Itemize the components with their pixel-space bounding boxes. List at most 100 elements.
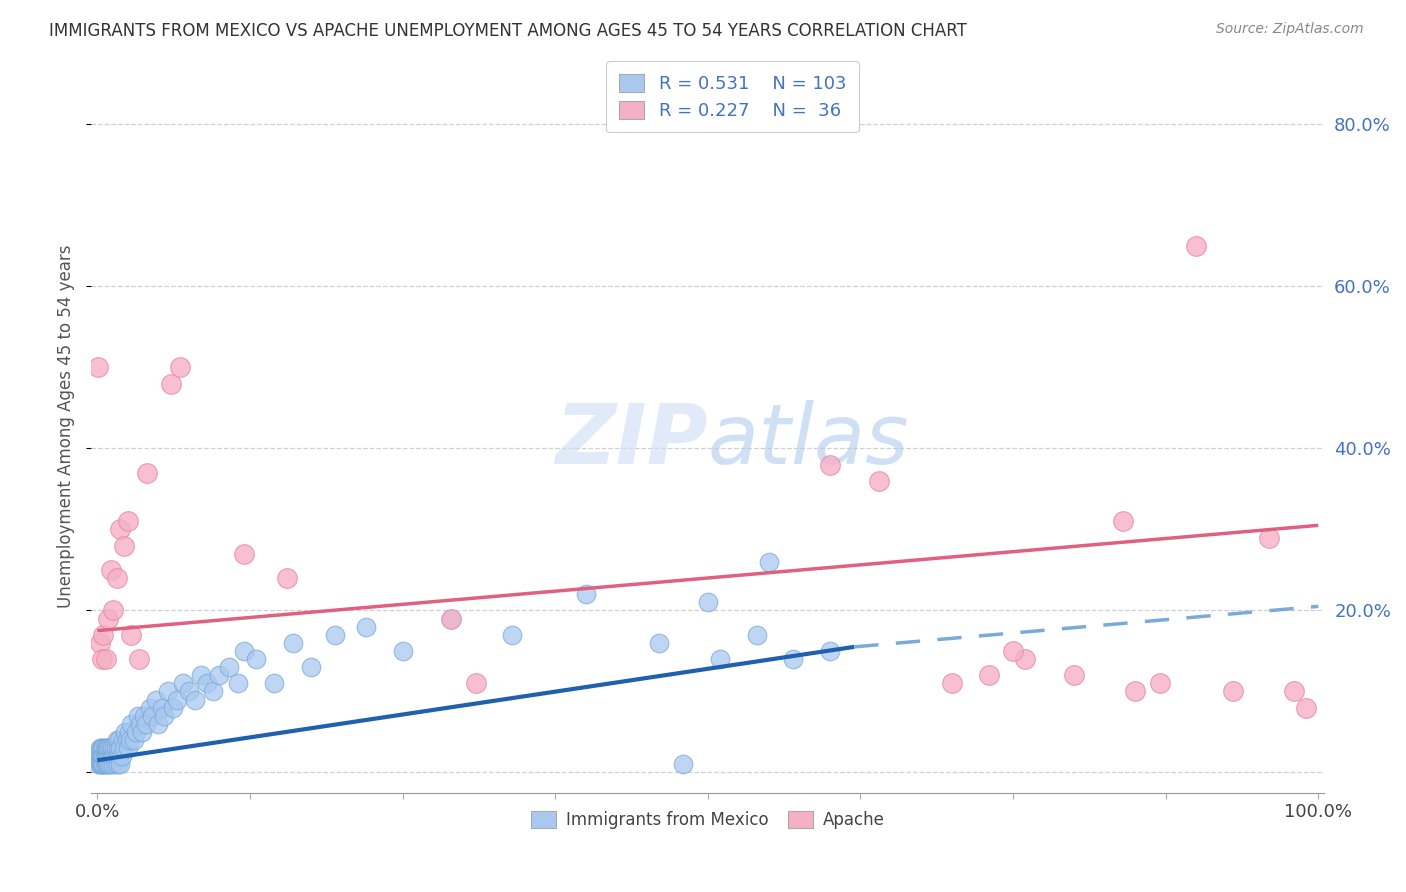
Point (118, 725, 141, 739)
Point (94, 749, 117, 764)
Point (90, 757, 112, 772)
Point (139, 700, 162, 714)
Point (110, 523, 132, 537)
Point (100, 563, 122, 577)
Point (1185, 239, 1208, 253)
Point (89, 741, 111, 756)
Point (112, 539, 135, 553)
Point (110, 741, 132, 756)
Point (103, 749, 125, 764)
Point (97, 749, 120, 764)
Point (208, 668, 231, 682)
Text: ZIP: ZIP (555, 401, 707, 482)
Point (148, 716, 170, 731)
Point (91, 741, 114, 756)
Point (120, 716, 142, 731)
Point (782, 652, 804, 666)
Point (745, 628, 768, 642)
Point (125, 725, 148, 739)
Point (145, 692, 167, 706)
Point (150, 700, 173, 714)
Point (115, 733, 138, 747)
Point (440, 611, 463, 625)
Point (758, 555, 780, 569)
Point (93, 628, 115, 642)
Point (100, 757, 122, 772)
Point (104, 741, 127, 756)
Point (464, 676, 486, 690)
Point (94, 757, 117, 772)
Point (97, 757, 120, 772)
Point (107, 757, 129, 772)
Point (120, 628, 142, 642)
Point (127, 708, 149, 723)
Point (90, 749, 112, 764)
Point (105, 733, 128, 747)
Point (141, 708, 163, 723)
Point (89, 757, 111, 772)
Point (105, 749, 128, 764)
Point (391, 644, 413, 658)
Point (226, 676, 249, 690)
Point (136, 466, 159, 480)
Point (94, 741, 117, 756)
Point (111, 733, 134, 747)
Point (129, 716, 152, 731)
Point (1002, 644, 1025, 658)
Point (94, 652, 117, 666)
Point (89, 636, 111, 650)
Point (977, 668, 1000, 682)
Point (1112, 514, 1135, 528)
Point (98, 757, 121, 772)
Point (1014, 652, 1036, 666)
Point (100, 741, 122, 756)
Point (98, 741, 121, 756)
Point (91, 757, 114, 772)
Point (1149, 676, 1171, 690)
Point (281, 636, 304, 650)
Text: IMMIGRANTS FROM MEXICO VS APACHE UNEMPLOYMENT AMONG AGES 45 TO 54 YEARS CORRELAT: IMMIGRANTS FROM MEXICO VS APACHE UNEMPLO… (49, 22, 967, 40)
Point (696, 595, 718, 609)
Point (177, 684, 200, 698)
Point (122, 733, 145, 747)
Point (101, 749, 124, 764)
Text: Source: ZipAtlas.com: Source: ZipAtlas.com (1216, 22, 1364, 37)
Y-axis label: Unemployment Among Ages 45 to 54 years: Unemployment Among Ages 45 to 54 years (58, 244, 75, 607)
Point (128, 652, 150, 666)
Point (1295, 700, 1317, 714)
Point (218, 660, 240, 674)
Point (91, 757, 114, 772)
Point (117, 514, 139, 528)
Point (111, 749, 134, 764)
Legend: Immigrants from Mexico, Apache: Immigrants from Mexico, Apache (524, 804, 891, 836)
Point (1123, 684, 1146, 698)
Point (93, 757, 115, 772)
Point (202, 684, 225, 698)
Point (112, 741, 135, 756)
Point (103, 741, 125, 756)
Point (89, 749, 111, 764)
Point (96, 741, 118, 756)
Point (91, 652, 114, 666)
Point (93, 741, 115, 756)
Point (190, 668, 212, 682)
Point (1282, 684, 1305, 698)
Point (818, 644, 841, 658)
Text: atlas: atlas (707, 401, 910, 482)
Point (110, 757, 132, 772)
Point (195, 676, 218, 690)
Point (105, 571, 128, 585)
Point (135, 716, 157, 731)
Point (159, 376, 181, 391)
Point (93, 741, 115, 756)
Point (299, 660, 322, 674)
Point (101, 741, 124, 756)
Point (184, 692, 207, 706)
Point (91, 749, 114, 764)
Point (131, 725, 153, 739)
Point (87, 749, 110, 764)
Point (162, 700, 184, 714)
Point (354, 619, 377, 633)
Point (232, 644, 254, 658)
Point (108, 733, 131, 747)
